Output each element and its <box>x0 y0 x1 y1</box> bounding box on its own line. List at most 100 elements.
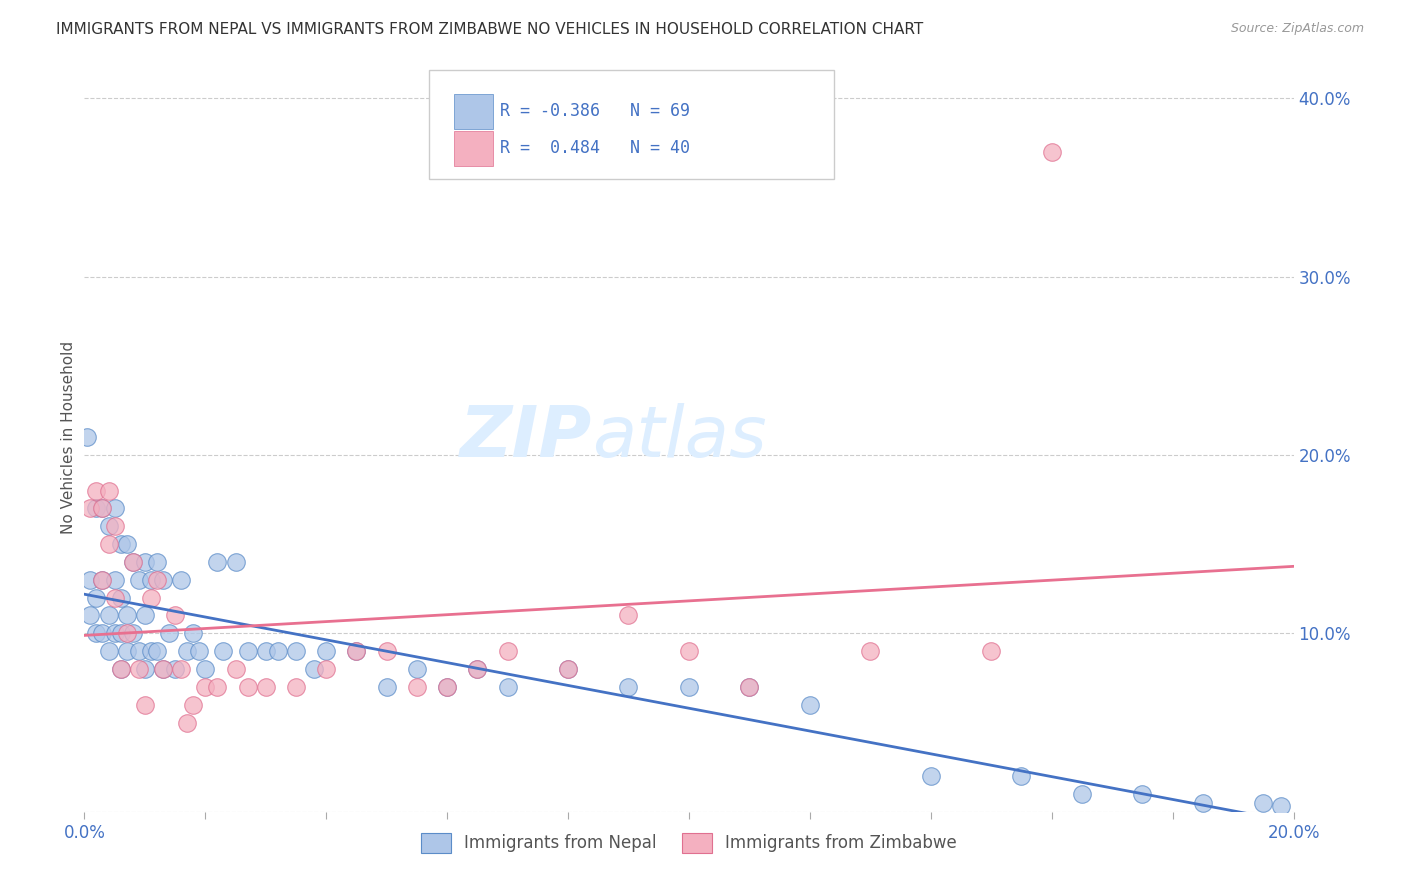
Point <box>165 662 187 676</box>
Point <box>1011 769 1033 783</box>
Point <box>436 680 458 694</box>
Point <box>375 644 398 658</box>
Point <box>375 680 398 694</box>
Point <box>678 680 700 694</box>
Point <box>254 644 277 658</box>
Point <box>110 626 132 640</box>
Point <box>115 626 138 640</box>
Point <box>1253 796 1275 810</box>
Point <box>181 626 204 640</box>
Point <box>738 680 761 694</box>
Point <box>91 573 114 587</box>
Point <box>86 591 108 605</box>
Point <box>236 644 259 658</box>
Point <box>207 555 229 569</box>
Point <box>121 555 143 569</box>
Point <box>170 662 193 676</box>
Point <box>1192 796 1215 810</box>
Point <box>86 501 108 516</box>
Point <box>91 501 114 516</box>
Text: ZIP: ZIP <box>460 402 592 472</box>
Point <box>134 555 156 569</box>
Point <box>139 573 162 587</box>
Point <box>467 662 489 676</box>
Point <box>91 501 114 516</box>
Point <box>496 644 519 658</box>
Point <box>79 501 101 516</box>
Point <box>139 644 162 658</box>
Point <box>146 644 169 658</box>
Point <box>1071 787 1094 801</box>
Point <box>799 698 821 712</box>
Point <box>302 662 325 676</box>
Point <box>104 573 127 587</box>
Point <box>406 680 429 694</box>
Point <box>188 644 211 658</box>
Point <box>236 680 259 694</box>
Point <box>436 680 458 694</box>
Point <box>86 626 108 640</box>
Point <box>557 662 579 676</box>
Point <box>134 698 156 712</box>
Point <box>128 573 150 587</box>
FancyBboxPatch shape <box>454 130 494 166</box>
Point <box>170 573 193 587</box>
Point <box>104 591 127 605</box>
Point <box>76 430 98 444</box>
Point <box>97 483 120 498</box>
Point <box>110 537 132 551</box>
Point <box>152 662 174 676</box>
Point <box>346 644 368 658</box>
FancyBboxPatch shape <box>454 94 494 129</box>
Point <box>212 644 235 658</box>
Point <box>128 662 150 676</box>
Point <box>121 555 143 569</box>
Point <box>496 680 519 694</box>
Point <box>115 537 138 551</box>
Point <box>617 608 640 623</box>
Point <box>225 555 247 569</box>
Point <box>194 662 217 676</box>
Y-axis label: No Vehicles in Household: No Vehicles in Household <box>60 341 76 533</box>
Point <box>91 626 114 640</box>
Point <box>980 644 1002 658</box>
Point <box>920 769 942 783</box>
Point <box>97 644 120 658</box>
Point <box>346 644 368 658</box>
Point <box>207 680 229 694</box>
Point <box>104 626 127 640</box>
Point <box>134 608 156 623</box>
Point <box>104 519 127 533</box>
Point <box>315 662 337 676</box>
Point <box>97 608 120 623</box>
Text: R =  0.484   N = 40: R = 0.484 N = 40 <box>501 139 690 157</box>
Point <box>267 644 290 658</box>
Point <box>1040 145 1063 159</box>
Text: Source: ZipAtlas.com: Source: ZipAtlas.com <box>1230 22 1364 36</box>
Point <box>176 644 198 658</box>
Point <box>1270 799 1292 814</box>
Point <box>91 573 114 587</box>
Point <box>678 644 700 658</box>
Point <box>97 537 120 551</box>
Point <box>134 662 156 676</box>
Point <box>110 662 132 676</box>
Point <box>181 698 204 712</box>
Point <box>152 573 174 587</box>
Point <box>146 573 169 587</box>
Point <box>128 644 150 658</box>
Point <box>79 573 101 587</box>
Point <box>139 591 162 605</box>
Point <box>254 680 277 694</box>
Point <box>1130 787 1153 801</box>
Point <box>79 608 101 623</box>
Point <box>315 644 337 658</box>
Point <box>859 644 882 658</box>
Point <box>194 680 217 694</box>
Point <box>557 662 579 676</box>
Point <box>86 483 108 498</box>
FancyBboxPatch shape <box>429 70 834 178</box>
Point <box>110 591 132 605</box>
Point <box>97 519 120 533</box>
Point <box>617 680 640 694</box>
